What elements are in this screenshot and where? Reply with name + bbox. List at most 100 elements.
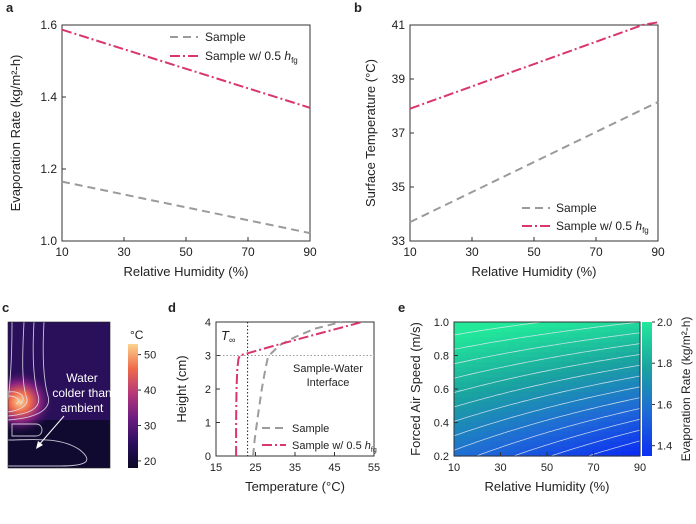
heatmap-cell <box>592 431 599 437</box>
x-axis-label: Relative Humidity (%) <box>472 264 597 279</box>
contour-line <box>588 440 641 457</box>
heatmap-cell <box>490 431 497 437</box>
heatmap-cell <box>532 381 539 388</box>
heatmap-cell <box>454 441 461 447</box>
heatmap-cell <box>568 436 575 442</box>
y-tick-label: 0.4 <box>434 418 449 430</box>
heatmap-cell <box>622 426 629 432</box>
heatmap-cell <box>562 446 569 452</box>
heatmap-cell <box>580 341 587 348</box>
heatmap-cell <box>502 326 509 333</box>
colorbar-c <box>128 344 138 468</box>
heatmap-cell <box>598 351 605 358</box>
heatmap-cell <box>526 426 533 432</box>
heatmap-cell <box>496 441 503 447</box>
heatmap-cell <box>508 366 515 373</box>
heatmap-cell <box>490 426 497 432</box>
heatmap-cell <box>460 391 467 398</box>
heatmap-cell <box>478 421 485 427</box>
heatmap-cell <box>568 416 575 422</box>
colorbar-tick-label: 2.0 <box>657 317 672 329</box>
heatmap-cell <box>532 426 539 432</box>
heatmap-cell <box>604 406 611 412</box>
heatmap-cell <box>586 431 593 437</box>
heatmap-cell <box>580 436 587 442</box>
heatmap-cell <box>574 451 581 457</box>
heatmap-cell <box>508 376 515 383</box>
heatmap-cell <box>472 391 479 398</box>
heatmap-cell <box>460 371 467 378</box>
heatmap-cell <box>574 346 581 353</box>
heatmap-cell <box>586 411 593 417</box>
heatmap-cell <box>580 446 587 452</box>
heatmap-cell <box>496 346 503 353</box>
x-tick-label: 10 <box>55 245 69 259</box>
heatmap-cell <box>604 366 611 373</box>
heatmap-cell <box>634 416 641 422</box>
heatmap-cell <box>466 451 473 457</box>
heatmap-cell <box>472 366 479 373</box>
y-tick-label: 1.2 <box>40 162 57 176</box>
heatmap-cell <box>496 426 503 432</box>
heatmap-cell <box>466 421 473 427</box>
heatmap-cell <box>628 406 635 412</box>
heatmap-cell <box>628 421 635 427</box>
legend: Sample Sample w/ 0.5 hfg <box>522 201 649 235</box>
heatmap-cell <box>484 341 491 348</box>
heatmap-cell <box>562 322 569 328</box>
heatmap-cell <box>460 376 467 383</box>
heatmap-cell <box>466 331 473 338</box>
heatmap-cell <box>580 406 587 412</box>
heatmap-cell <box>454 391 461 398</box>
heatmap-cell <box>538 326 545 333</box>
y-tick-label: 1.6 <box>40 18 57 32</box>
heatmap-cell <box>580 331 587 338</box>
heatmap-cell <box>592 331 599 338</box>
heatmap-cell <box>610 426 617 432</box>
legend: Sample Sample w/ 0.5 hfg <box>170 30 298 65</box>
heatmap-cell <box>472 416 479 422</box>
heatmap-cell <box>532 346 539 353</box>
heatmap-cell <box>568 401 575 407</box>
heatmap-cell <box>574 381 581 388</box>
heatmap-cell <box>598 366 605 373</box>
heatmap-cell <box>484 346 491 353</box>
heatmap-cell <box>598 331 605 338</box>
heatmap-cell <box>478 371 485 378</box>
heatmap-cell <box>532 416 539 422</box>
heatmap-cell <box>562 356 569 363</box>
heatmap-cell <box>544 426 551 432</box>
heatmap-cell <box>610 346 617 353</box>
heatmap-cell <box>604 441 611 447</box>
heatmap-cell <box>634 366 641 373</box>
heatmap-cell <box>622 386 629 393</box>
heatmap-cell <box>460 406 467 412</box>
heatmap-cell <box>466 401 473 407</box>
heatmap-cell <box>490 391 497 398</box>
heatmap-cell <box>580 386 587 393</box>
heatmap-cell <box>544 411 551 417</box>
heatmap-cell <box>634 361 641 368</box>
heatmap-cell <box>568 396 575 402</box>
heatmap-cell <box>514 376 521 383</box>
heatmap-cell <box>532 351 539 358</box>
y-tick-label: 4 <box>205 317 211 329</box>
heatmap-cell <box>556 381 563 388</box>
heatmap-cell <box>616 391 623 398</box>
x-tick-label: 10 <box>403 245 417 259</box>
heatmap-cell <box>610 381 617 388</box>
heatmap-cell <box>508 361 515 368</box>
heatmap-cell <box>514 322 521 328</box>
contour-line <box>453 375 641 422</box>
annotation-line-1: Water <box>66 371 98 385</box>
heatmap-cell <box>460 431 467 437</box>
heatmap-cell <box>526 336 533 343</box>
heatmap-cell <box>568 431 575 437</box>
annotation-line-2: colder than <box>52 386 111 400</box>
heatmap-cell <box>460 416 467 422</box>
heatmap-cell <box>526 376 533 383</box>
heatmap-cell <box>478 406 485 412</box>
heatmap-cell <box>526 351 533 358</box>
heatmap-cell <box>568 421 575 427</box>
heatmap-cell <box>556 436 563 442</box>
